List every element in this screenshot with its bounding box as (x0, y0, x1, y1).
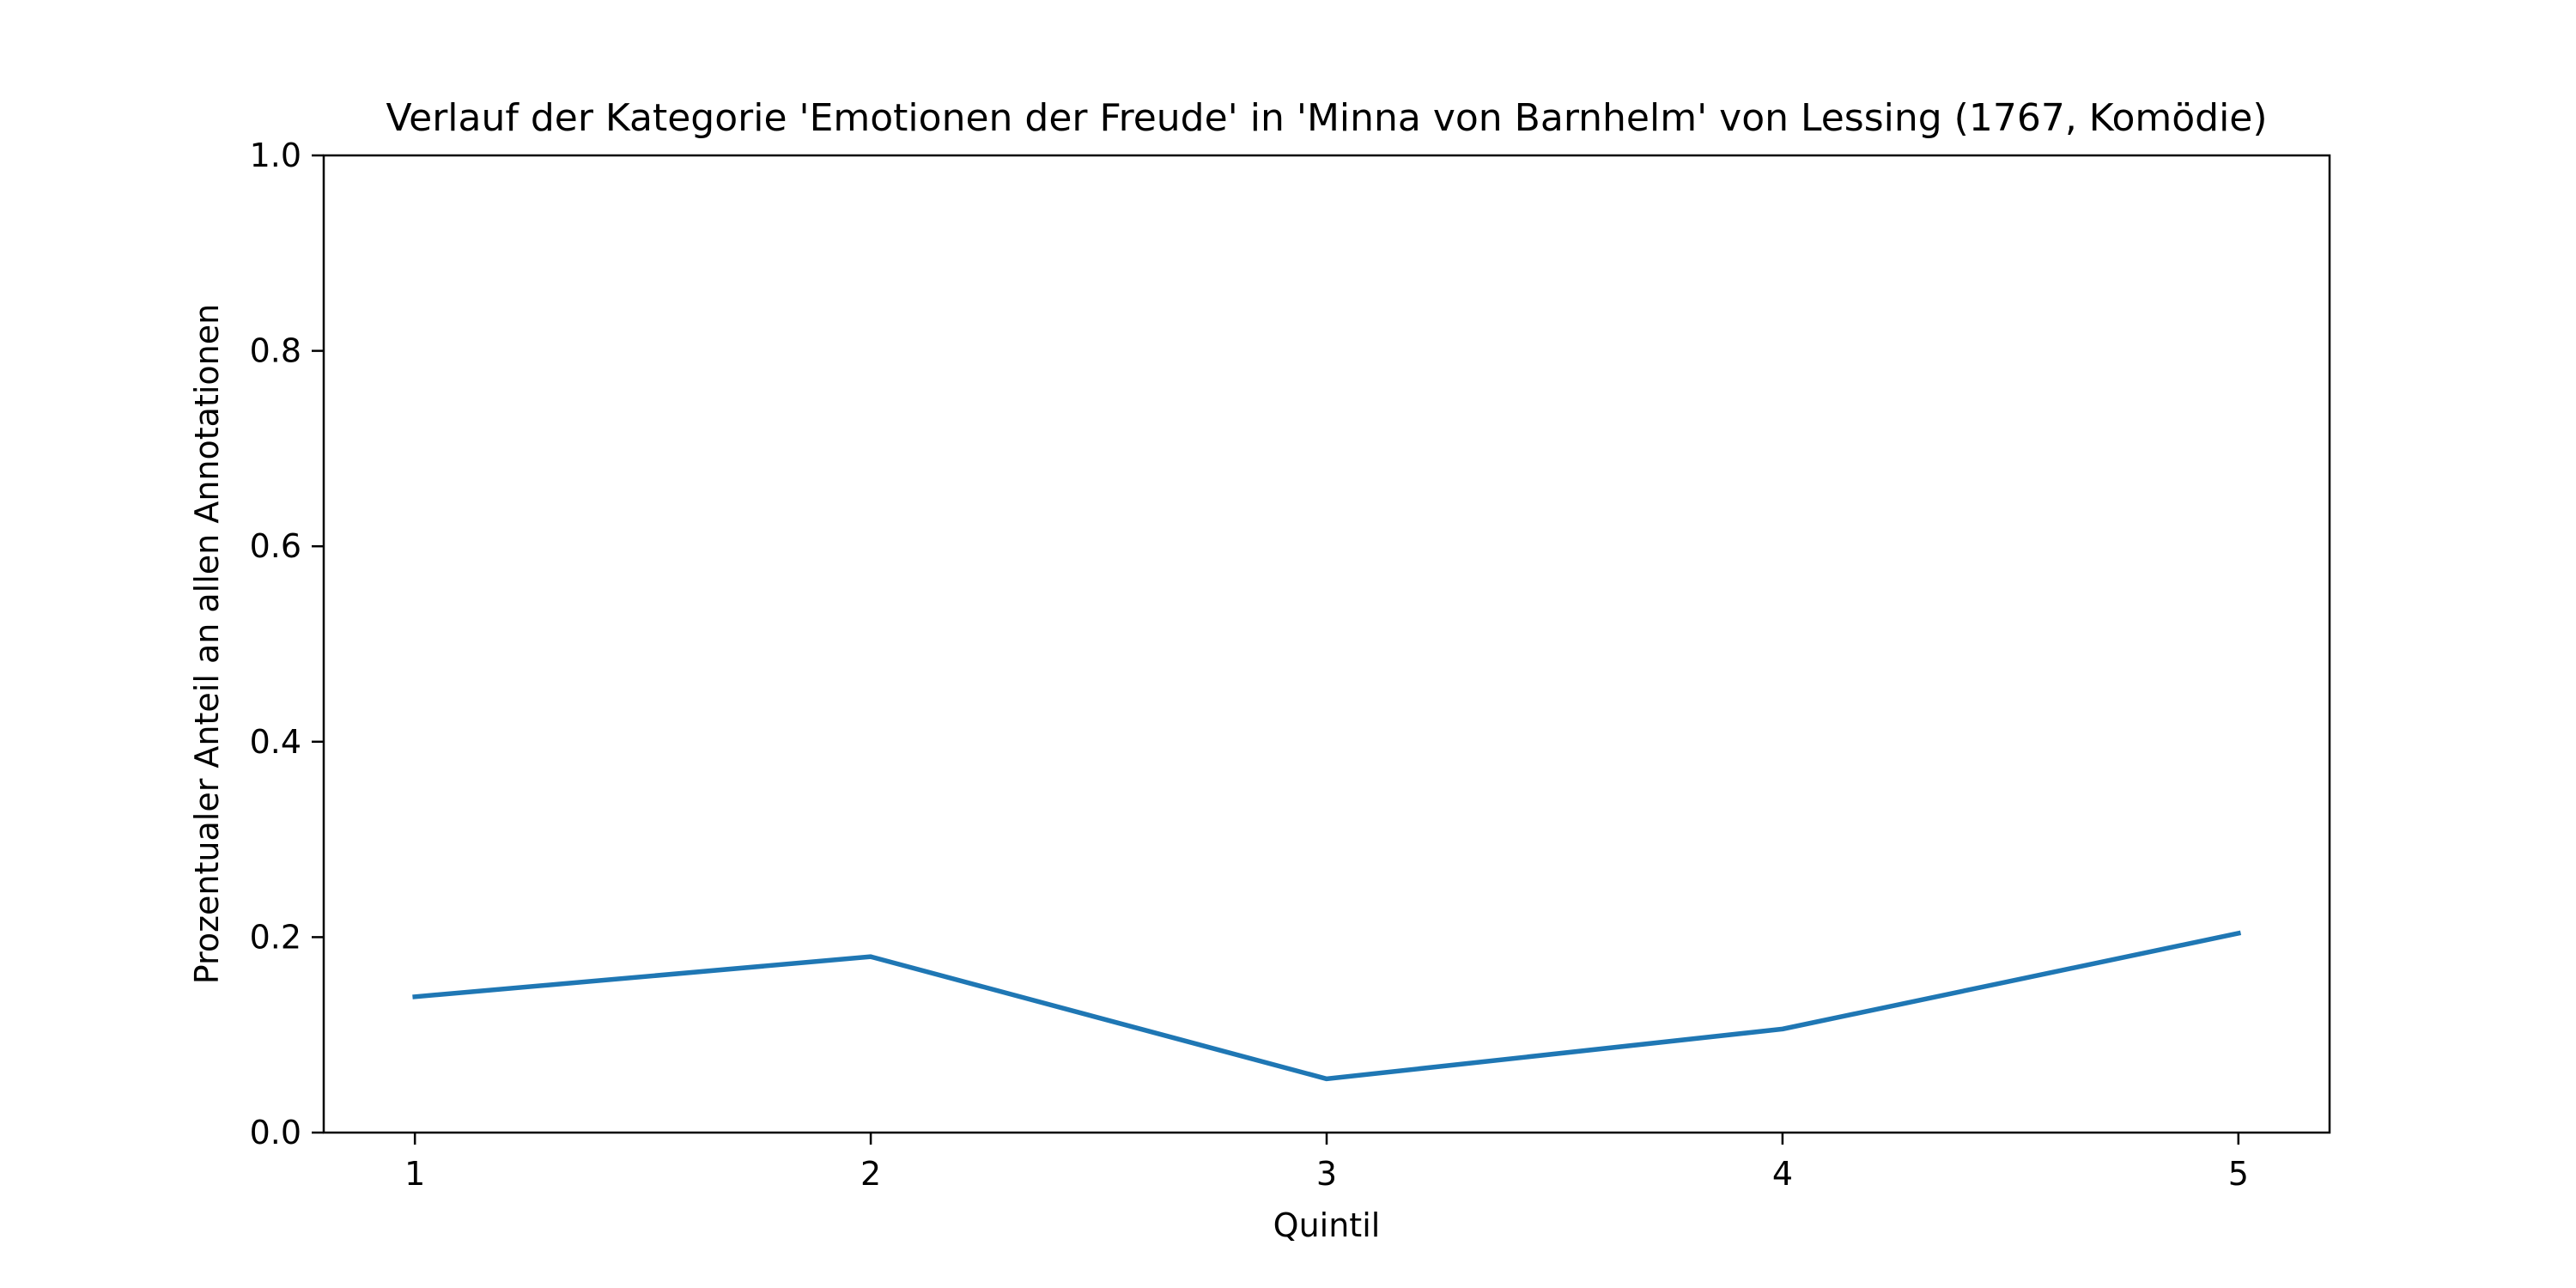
x-tick-label-5: 5 (2228, 1155, 2249, 1193)
x-tick-label-1: 1 (404, 1155, 425, 1193)
y-tick-label-0: 0.0 (250, 1114, 301, 1151)
x-tick-label-2: 2 (860, 1155, 881, 1193)
y-tick-label-4: 0.8 (250, 332, 301, 370)
chart-title: Verlauf der Kategorie 'Emotionen der Fre… (386, 96, 2267, 140)
y-tick-label-5: 1.0 (250, 137, 301, 174)
y-axis-label: Prozentualer Anteil an allen Annotatione… (188, 304, 226, 984)
plot-area: 1 2 3 4 5 0.0 0.2 0.4 0.6 0.8 1.0 (250, 137, 2249, 1193)
x-tick-label-3: 3 (1316, 1155, 1337, 1193)
series-line-1 (412, 930, 2242, 1082)
plot-frame (322, 154, 2331, 1134)
x-tick-label-4: 4 (1772, 1155, 1793, 1193)
x-axis-label: Quintil (1273, 1206, 1381, 1244)
y-tick-label-2: 0.4 (250, 723, 301, 761)
y-tick-label-1: 0.2 (250, 918, 301, 956)
y-tick-label-3: 0.6 (250, 527, 301, 565)
